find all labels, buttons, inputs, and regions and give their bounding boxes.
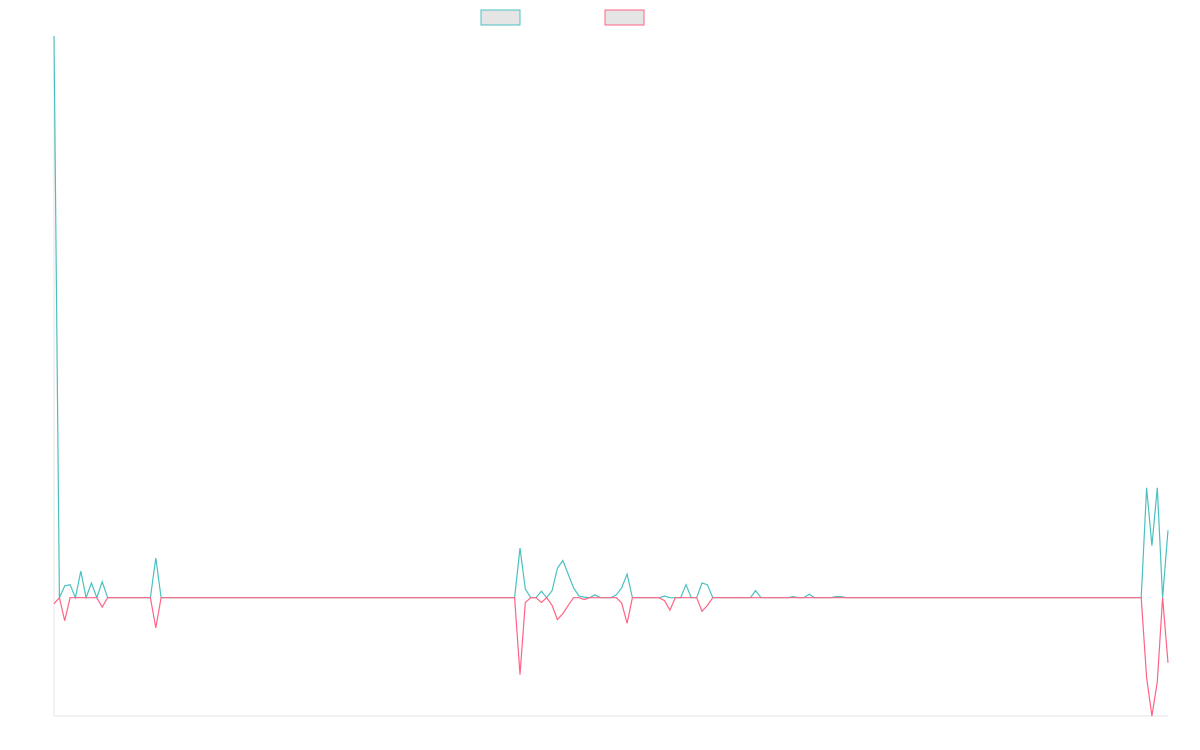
series-layer [53,35,1169,717]
series-line-1 [53,35,1169,600]
series-line-2 [53,596,1169,717]
legend-swatch-2[interactable] [604,9,645,26]
legend-swatch-1[interactable] [480,9,521,26]
chart-axes [53,36,1168,717]
chart-legend[interactable] [480,9,645,26]
